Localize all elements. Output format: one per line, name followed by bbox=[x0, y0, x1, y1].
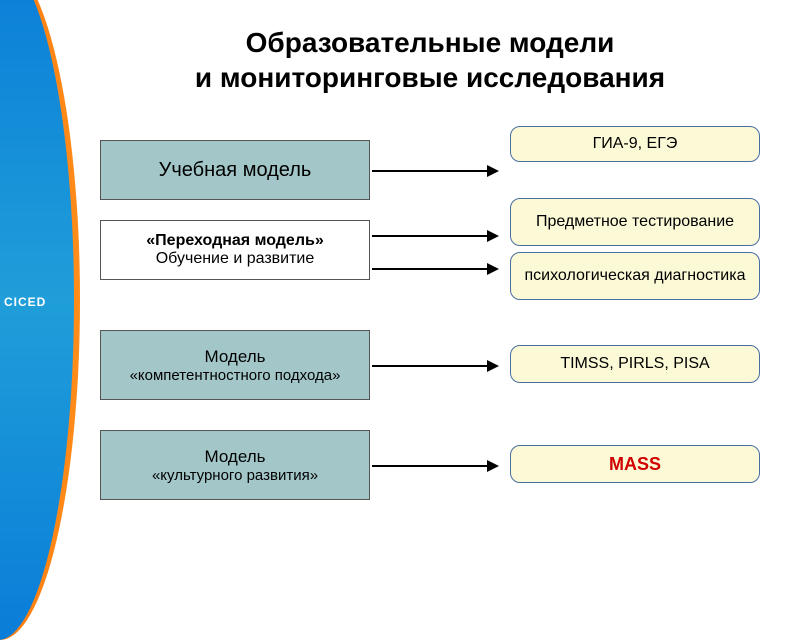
left-box-4-line1: Модель bbox=[109, 447, 361, 467]
right-box-5-text: MASS bbox=[517, 454, 753, 475]
arrow-4 bbox=[372, 465, 497, 467]
arrow-1 bbox=[372, 170, 497, 172]
logo-text: CICED bbox=[4, 295, 46, 309]
arrow-2b bbox=[372, 268, 497, 270]
right-box-1: ГИА-9, ЕГЭ bbox=[510, 126, 760, 162]
right-box-4-text: TIMSS, PIRLS, PISA bbox=[517, 355, 753, 373]
right-box-3-text: психологическая диагностика bbox=[517, 267, 753, 285]
right-box-1-text: ГИА-9, ЕГЭ bbox=[517, 135, 753, 153]
right-box-2: Предметное тестирование bbox=[510, 198, 760, 246]
left-box-3-line1: Модель bbox=[109, 347, 361, 367]
right-box-5: MASS bbox=[510, 445, 760, 483]
arrow-2a bbox=[372, 235, 497, 237]
left-box-1-line1: Учебная модель bbox=[109, 159, 361, 182]
arrow-3 bbox=[372, 365, 497, 367]
left-box-4-line2: «культурного развития» bbox=[109, 467, 361, 484]
title-line1: Образовательные модели bbox=[100, 25, 760, 60]
left-box-2-line2: Обучение и развитие bbox=[109, 250, 361, 268]
left-box-1: Учебная модель bbox=[100, 140, 370, 200]
left-box-4: Модель «культурного развития» bbox=[100, 430, 370, 500]
right-box-2-text: Предметное тестирование bbox=[517, 213, 753, 231]
right-box-4: TIMSS, PIRLS, PISA bbox=[510, 345, 760, 383]
left-box-2-line1: «Переходная модель» bbox=[109, 232, 361, 250]
right-box-3: психологическая диагностика bbox=[510, 252, 760, 300]
slide-title: Образовательные модели и мониторинговые … bbox=[100, 25, 760, 95]
left-box-3-line2: «компетентностного подхода» bbox=[109, 367, 361, 384]
left-box-3: Модель «компетентностного подхода» bbox=[100, 330, 370, 400]
title-line2: и мониторинговые исследования bbox=[100, 60, 760, 95]
left-box-2: «Переходная модель» Обучение и развитие bbox=[100, 220, 370, 280]
decorative-sidebar: CICED bbox=[0, 0, 65, 600]
